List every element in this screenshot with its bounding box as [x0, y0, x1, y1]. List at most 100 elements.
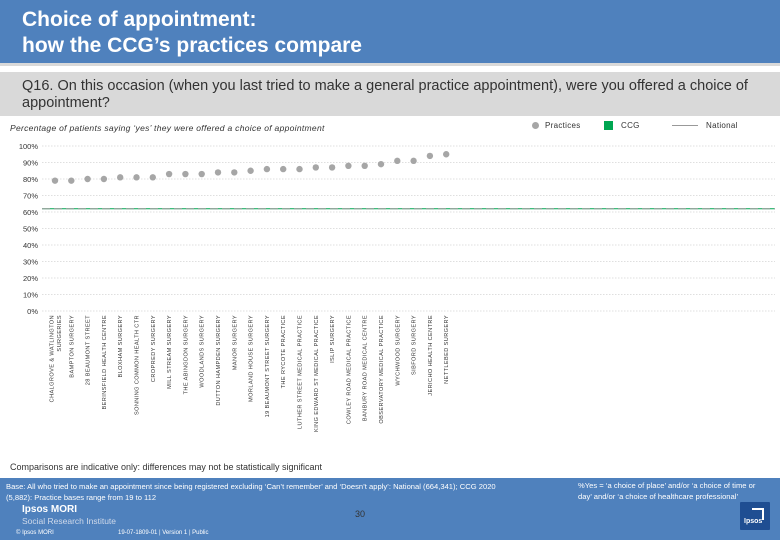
- brand-subtitle: Social Research Institute: [22, 516, 117, 526]
- chart-legend: Practices CCG National: [0, 121, 780, 135]
- category-label: MILL STREAM SURGERY: [167, 315, 173, 389]
- practice-point: [84, 175, 91, 183]
- category-label-group: BERINSFIELD HEALTH CENTRE: [102, 315, 108, 409]
- question-text: Q16. On this occasion (when you last tri…: [22, 78, 748, 111]
- legend-national-label: National: [706, 121, 738, 130]
- category-label: JERICHO HEALTH CENTRE: [428, 315, 434, 396]
- category-label: BANBURY ROAD MEDICAL CENTRE: [363, 315, 369, 421]
- comparison-note: Comparisons are indicative only: differe…: [10, 462, 322, 472]
- category-label-group: WOODLANDS SURGERY: [200, 315, 206, 388]
- category-label: BAMPTON SURGERY: [69, 315, 75, 378]
- practice-point: [263, 165, 271, 173]
- practice-point: [394, 157, 401, 165]
- category-label: THE ABINGDON SURGERY: [183, 315, 189, 394]
- category-label: BLOXHAM SURGERY: [118, 315, 124, 377]
- category-label-group: COWLEY ROAD MEDICAL PRACTICE: [346, 315, 352, 424]
- practice-point: [100, 175, 108, 183]
- category-label: COWLEY ROAD MEDICAL PRACTICE: [346, 315, 352, 424]
- category-label-group: CROPREDY SURGERY: [151, 315, 157, 382]
- category-label: WOODLANDS SURGERY: [200, 315, 206, 388]
- legend-item-national: National: [672, 121, 738, 130]
- practice-point: [133, 174, 140, 181]
- category-label-group: SIBFORD SURGERY: [412, 315, 418, 375]
- y-tick-label: 30%: [23, 258, 38, 267]
- practice-point: [410, 157, 417, 165]
- document-reference: 19-07-1809-01 | Version 1 | Public: [118, 530, 209, 536]
- y-tick-label: 60%: [23, 208, 38, 217]
- category-label-group: MANOR SURGERY: [232, 315, 238, 370]
- legend-ccg-label: CCG: [621, 121, 640, 130]
- category-label: MANOR SURGERY: [232, 315, 238, 370]
- page-title-line-2: how the CCG’s practices compare: [22, 34, 362, 57]
- practice-point: [247, 167, 254, 174]
- practice-point: [280, 165, 287, 173]
- question-bar: Q16. On this occasion (when you last tri…: [0, 72, 780, 116]
- practice-point: [117, 174, 124, 181]
- title-divider: [0, 63, 780, 66]
- base-note: Base: All who tried to make an appointme…: [6, 482, 546, 503]
- practice-point: [149, 174, 156, 181]
- category-label: DUTTON HAMPDEN SURGERY: [216, 315, 222, 406]
- y-tick-label: 80%: [23, 175, 38, 184]
- category-label-group: SONNING COMMON HEALTH CTR: [135, 315, 141, 415]
- practice-point: [377, 160, 385, 168]
- practice-point: [231, 169, 238, 176]
- page-number: 30: [354, 509, 365, 519]
- category-label-group: BAMPTON SURGERY: [69, 315, 75, 378]
- category-label-group: NETTLEBED SURGERY: [444, 315, 450, 384]
- category-label-group: THE ABINGDON SURGERY: [183, 315, 189, 394]
- category-label: CHALGROVE & WATLINGTON: [49, 315, 55, 402]
- category-label: NETTLEBED SURGERY: [444, 315, 450, 384]
- y-tick-label: 50%: [23, 225, 38, 234]
- legend-national-line-icon: [672, 125, 698, 126]
- copyright: © Ipsos MORI: [16, 530, 54, 536]
- practice-point: [165, 170, 173, 178]
- category-label-group: LUTHER STREET MEDICAL PRACTICE: [298, 315, 304, 429]
- y-tick-label: 0%: [27, 307, 38, 316]
- category-label-group: THE RYCOTE PRACTICE: [281, 315, 287, 388]
- category-label: THE RYCOTE PRACTICE: [281, 315, 287, 388]
- category-label: OBSERVATORY MEDICAL PRACTICE: [379, 315, 385, 424]
- practice-point: [328, 164, 336, 171]
- category-label-group: BLOXHAM SURGERY: [118, 315, 124, 377]
- chart-subtitle: Percentage of patients saying ‘yes’ they…: [10, 123, 325, 133]
- category-label-group: DUTTON HAMPDEN SURGERY: [216, 315, 222, 406]
- footer: Base: All who tried to make an appointme…: [0, 478, 780, 540]
- y-tick-label: 90%: [23, 159, 38, 168]
- yes-definition: %Yes = ‘a choice of place’ and/or ‘a cho…: [578, 481, 778, 502]
- practice-point: [214, 169, 222, 176]
- category-label-group: BANBURY ROAD MEDICAL CENTRE: [363, 315, 369, 421]
- practice-point: [198, 170, 205, 178]
- page-title-line-1: Choice of appointment:: [22, 8, 257, 31]
- practice-point: [182, 170, 189, 178]
- practice-point: [296, 165, 303, 173]
- base-note-line-1: Base: All who tried to make an appointme…: [6, 482, 496, 491]
- category-label-group: MORLAND HOUSE SURGERY: [249, 315, 255, 402]
- practice-point: [312, 164, 319, 171]
- y-tick-label: 10%: [23, 291, 38, 300]
- legend-practices-label: Practices: [545, 121, 581, 130]
- y-tick-label: 40%: [23, 241, 38, 250]
- category-label: CROPREDY SURGERY: [151, 315, 157, 382]
- practice-point: [51, 177, 59, 184]
- category-label: KING EDWARD ST MEDICAL PRACTICE: [314, 315, 320, 432]
- practice-point: [426, 152, 434, 160]
- category-label: SIBFORD SURGERY: [412, 315, 418, 375]
- legend-item-practices: Practices: [532, 121, 581, 130]
- category-label: 28 BEAUMONT STREET: [86, 315, 92, 385]
- category-label-group: OBSERVATORY MEDICAL PRACTICE: [379, 315, 385, 424]
- logo-text: Ipsos: [744, 518, 763, 525]
- category-label-group: KING EDWARD ST MEDICAL PRACTICE: [314, 315, 320, 432]
- page-title: Choice of appointment: how the CCG’s pra…: [22, 7, 722, 59]
- legend-practices-dot-icon: [532, 122, 539, 129]
- category-label-group: ISLIP SURGERY: [330, 315, 336, 363]
- category-label: SONNING COMMON HEALTH CTR: [135, 315, 141, 415]
- category-label: WYCHWOOD SURGERY: [395, 315, 401, 386]
- y-tick-label: 70%: [23, 192, 38, 201]
- category-label-group: WYCHWOOD SURGERY: [395, 315, 401, 386]
- category-label: LUTHER STREET MEDICAL PRACTICE: [298, 315, 304, 429]
- category-label: SURGERIES: [57, 315, 63, 352]
- practice-point: [345, 162, 352, 169]
- practice-point: [361, 162, 368, 169]
- category-label: BERINSFIELD HEALTH CENTRE: [102, 315, 108, 409]
